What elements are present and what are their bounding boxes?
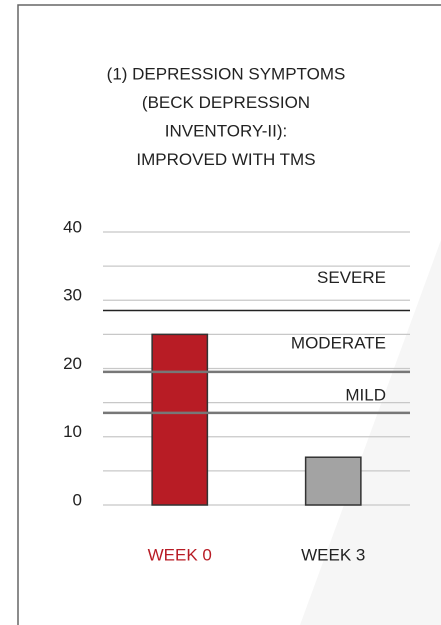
y-tick-label: 0 — [73, 490, 82, 509]
bar — [151, 333, 209, 506]
y-tick-label: 20 — [63, 354, 82, 373]
chart-title-line: IMPROVED WITH TMS — [136, 150, 315, 169]
threshold-label: MODERATE — [291, 333, 386, 352]
background-shape — [300, 240, 441, 625]
chart-title-line: (BECK DEPRESSION — [142, 93, 310, 112]
y-tick-label: 30 — [63, 286, 82, 305]
chart-title-line: INVENTORY-II): — [165, 121, 288, 140]
chart-title-line: (1) DEPRESSION SYMPTOMS — [107, 64, 346, 83]
y-tick-label: 40 — [63, 217, 82, 236]
x-tick-label: WEEK 3 — [301, 545, 365, 564]
bar — [304, 456, 362, 506]
threshold-label: SEVERE — [317, 268, 386, 287]
y-tick-label: 10 — [63, 422, 82, 441]
x-tick-label: WEEK 0 — [148, 545, 212, 564]
threshold-label: MILD — [345, 385, 386, 404]
